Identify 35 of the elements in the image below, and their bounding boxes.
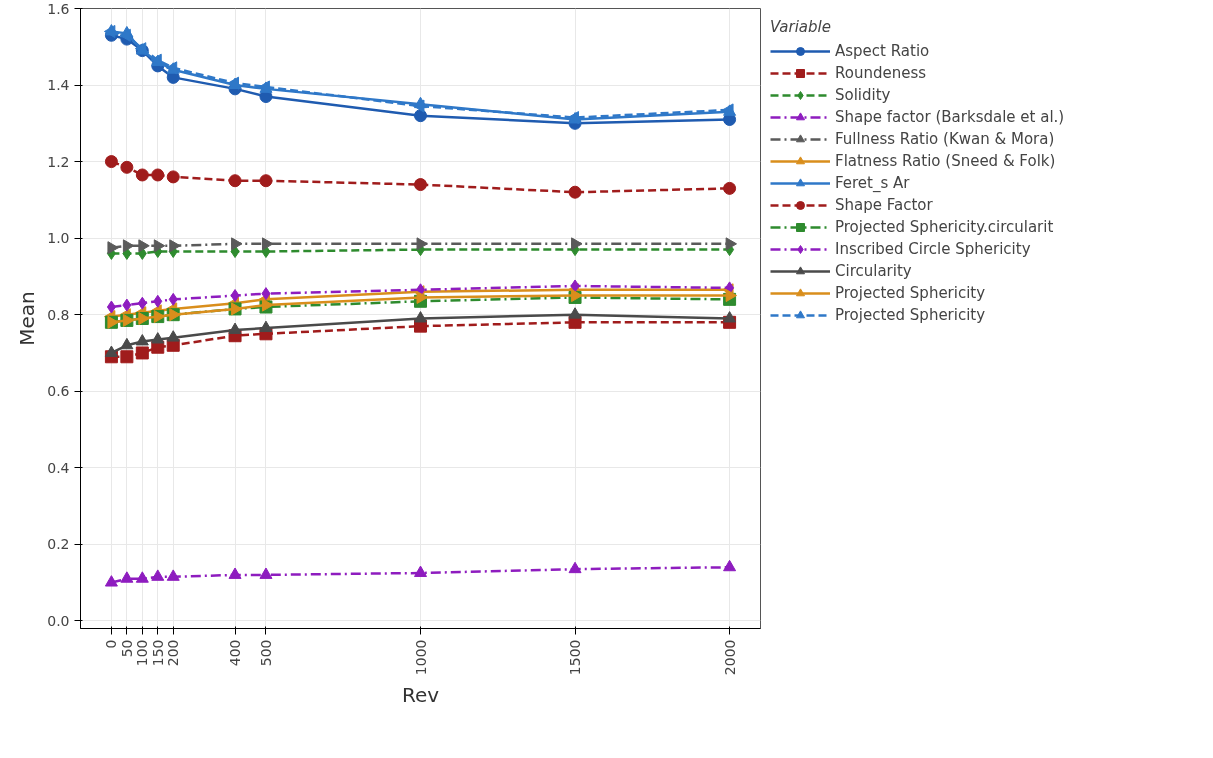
y-tick-label: 0.2 — [47, 536, 70, 553]
legend-label: Projected Sphericity.circularit — [835, 218, 1054, 236]
x-tick-label: 400 — [227, 639, 244, 667]
x-tick-label: 0 — [103, 639, 120, 649]
legend-label: Circularity — [835, 262, 912, 280]
y-tick-label: 1.6 — [47, 0, 70, 17]
y-tick-label: 1.0 — [47, 230, 70, 247]
legend-label: Projected Sphericity — [835, 284, 986, 302]
legend-title: Variable — [770, 18, 832, 36]
y-tick-label: 0.6 — [47, 383, 70, 400]
legend-label: Projected Sphericity — [835, 306, 986, 324]
y-tick-label: 0.0 — [47, 612, 70, 629]
x-tick-label: 50 — [118, 639, 135, 658]
legend-label: Roundeness — [835, 64, 927, 82]
y-tick-label: 0.8 — [47, 306, 70, 323]
legend-label: Shape Factor — [835, 196, 933, 214]
x-axis-title: Rev — [401, 683, 440, 708]
x-tick-label: 150 — [149, 639, 166, 667]
x-tick-label: 500 — [257, 639, 274, 667]
legend-label: Solidity — [835, 86, 891, 104]
legend-label: Inscribed Circle Sphericity — [835, 240, 1031, 258]
x-tick-label: 100 — [134, 639, 151, 667]
x-tick-label: 200 — [165, 639, 182, 667]
y-tick-label: 1.2 — [47, 153, 70, 170]
y-tick-label: 1.4 — [47, 77, 70, 94]
y-tick-label: 0.4 — [47, 459, 70, 476]
x-tick-label: 1500 — [567, 639, 584, 676]
legend-label: Aspect Ratio — [835, 42, 930, 60]
legend-label: Feret_s Ar — [835, 174, 910, 192]
legend-label: Shape factor (Barksdale et al.) — [835, 108, 1065, 126]
legend-label: Flatness Ratio (Sneed & Folk) — [835, 152, 1056, 170]
legend-label: Fullness Ratio (Kwan & Mora) — [835, 130, 1055, 148]
y-axis-title: Mean — [15, 291, 40, 346]
x-tick-label: 2000 — [721, 639, 738, 676]
x-tick-label: 1000 — [412, 639, 429, 676]
